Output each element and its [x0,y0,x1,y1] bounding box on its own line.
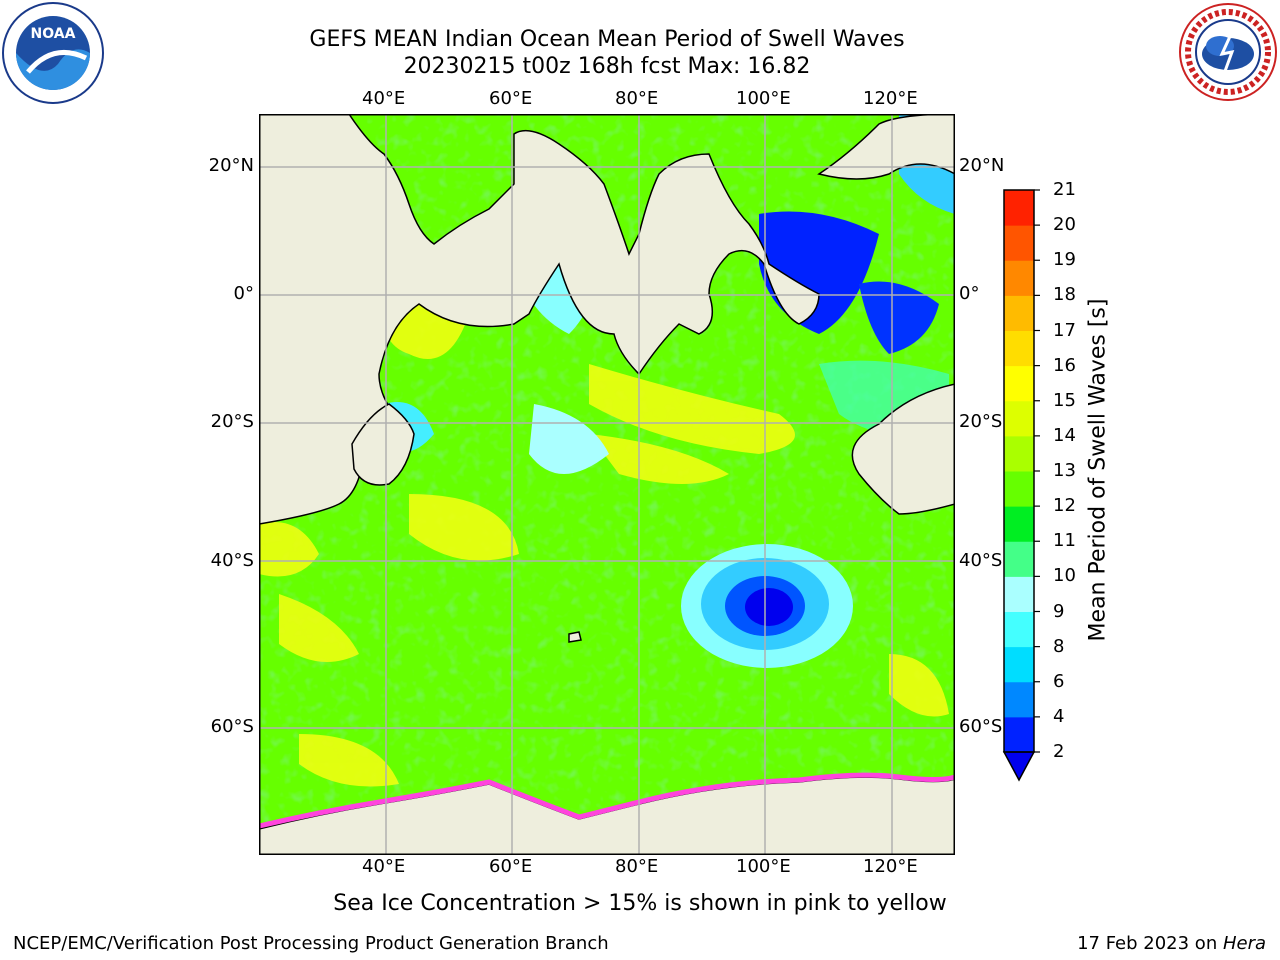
colorbar-tick-label: 15 [1053,389,1076,411]
footer-host: Hera [1222,933,1266,954]
colorbar-bin [1004,330,1034,367]
lat-tick-right: 20°N [959,155,1005,176]
colorbar-tick-label: 14 [1053,424,1076,446]
lon-tick-top: 60°E [489,88,533,109]
graticule [260,115,954,854]
colorbar-tick-label: 8 [1053,635,1065,657]
colorbar-bin [1004,365,1034,402]
colorbar-tick-label: 20 [1053,214,1076,236]
colorbar-bin [1004,260,1034,296]
colorbar-tick-label: 9 [1053,600,1065,622]
lon-tick-top: 80°E [615,88,659,109]
lon-tick-bottom: 40°E [362,856,406,877]
map-frame [259,114,955,855]
lat-tick-left: 40°S [210,550,254,571]
sea-ice-note: Sea Ice Concentration > 15% is shown in … [333,891,947,916]
colorbar-tick-label: 19 [1053,249,1076,271]
lon-tick-bottom: 80°E [615,856,659,877]
colorbar-extend-triangle [1002,751,1036,782]
colorbar-bin [1004,225,1034,261]
colorbar-tick-label: 13 [1053,460,1076,481]
lat-tick-left: 20°S [210,411,254,432]
map-panel [259,114,955,855]
colorbar [1002,189,1040,782]
colorbar-bin [1004,576,1034,612]
lat-tick-left: 60°S [210,716,254,737]
noaa-logo-icon: NOAA [2,2,104,104]
colorbar-bin [1004,190,1034,226]
lon-tick-top: 120°E [863,88,918,109]
colorbar-tick-label: 11 [1053,530,1076,552]
colorbar-tick-label: 21 [1053,179,1076,200]
colorbar-tick-label: 17 [1053,319,1076,341]
colorbar-bin [1004,400,1034,437]
colorbar-tick-label: 12 [1053,495,1076,517]
lat-tick-left: 20°N [208,155,254,176]
colorbar-bin [1004,471,1034,507]
lat-tick-left: 0° [233,283,254,304]
colorbar-bin [1004,716,1034,753]
sea-ice-edge [260,772,954,829]
chart-title: GEFS MEAN Indian Ocean Mean Period of Sw… [309,27,905,52]
lon-tick-bottom: 100°E [736,856,791,877]
colorbar-bin [1004,506,1034,542]
lat-tick-right: 20°S [959,411,1003,432]
noaa-logo-text: NOAA [31,26,76,42]
footer-credit: NCEP/EMC/Verification Post Processing Pr… [13,933,609,954]
lon-tick-top: 100°E [736,88,791,109]
colorbar-bin [1004,541,1034,577]
lon-tick-bottom: 120°E [863,856,918,877]
colorbar-tick-label: 6 [1053,670,1065,692]
colorbar-tick-label: 18 [1053,284,1076,306]
chart-subtitle: 20230215 t00z 168h fcst Max: 16.82 [403,54,811,79]
footer-date: 17 Feb 2023 on Hera [1077,933,1266,954]
colorbar-bin [1004,611,1034,648]
nws-logo-icon [1179,3,1277,101]
colorbar-bin [1004,435,1034,472]
colorbar-tick-label: 2 [1053,741,1065,762]
lat-tick-right: 0° [959,283,980,304]
colorbar-bin [1004,681,1034,718]
colorbar-bin [1004,646,1034,683]
colorbar-label: Mean Period of Swell Waves [s] [1085,298,1111,642]
colorbar-tick-label: 10 [1053,565,1076,587]
colorbar-bin [1004,295,1034,331]
lat-tick-right: 60°S [959,716,1003,737]
colorbar-tick-label: 16 [1053,354,1076,376]
lon-tick-top: 40°E [362,88,406,109]
colorbar-tick-label: 4 [1053,705,1065,727]
lat-tick-right: 40°S [959,550,1003,571]
footer-date-text: 17 Feb 2023 on [1077,933,1223,954]
land-masses [260,115,954,854]
lon-tick-bottom: 60°E [489,856,533,877]
swell-high-bands [260,291,949,787]
